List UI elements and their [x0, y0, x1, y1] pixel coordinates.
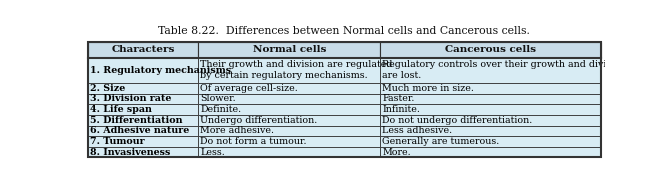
Text: 2. Size: 2. Size — [90, 84, 126, 93]
Text: Of average cell-size.: Of average cell-size. — [200, 84, 298, 93]
Text: Cancerous cells: Cancerous cells — [445, 46, 536, 55]
Text: Their growth and division are regulated
by certain regulatory mechanisms.: Their growth and division are regulated … — [200, 60, 393, 80]
Text: Table 8.22.  Differences between Normal cells and Cancerous cells.: Table 8.22. Differences between Normal c… — [159, 26, 530, 37]
Text: 7. Tumour: 7. Tumour — [90, 137, 145, 146]
Text: Generally are tumerous.: Generally are tumerous. — [382, 137, 499, 146]
Text: Do not undergo differentiation.: Do not undergo differentiation. — [382, 116, 533, 125]
Bar — [88, 42, 198, 58]
Bar — [198, 147, 380, 158]
Text: Slower.: Slower. — [200, 94, 236, 103]
Bar — [198, 136, 380, 147]
Text: Faster.: Faster. — [382, 94, 415, 103]
Bar — [88, 136, 198, 147]
Text: Infinite.: Infinite. — [382, 105, 420, 114]
Bar — [198, 58, 380, 83]
Bar — [380, 136, 601, 147]
Bar — [88, 94, 198, 104]
Text: Undergo differentiation.: Undergo differentiation. — [200, 116, 318, 125]
Text: 4. Life span: 4. Life span — [90, 105, 152, 114]
Text: Less.: Less. — [200, 148, 225, 157]
Bar — [88, 58, 198, 83]
Bar — [198, 94, 380, 104]
Bar — [88, 42, 601, 158]
Text: More adhesive.: More adhesive. — [200, 126, 274, 135]
Text: Characters: Characters — [112, 46, 175, 55]
Bar — [198, 42, 380, 58]
Text: Normal cells: Normal cells — [253, 46, 326, 55]
Bar — [380, 147, 601, 158]
Bar — [380, 115, 601, 125]
Bar — [88, 83, 198, 94]
Bar — [88, 115, 198, 125]
Bar — [380, 125, 601, 136]
Text: 1. Regulatory mechanisms: 1. Regulatory mechanisms — [90, 66, 231, 75]
Text: Less adhesive.: Less adhesive. — [382, 126, 452, 135]
Text: 5. Differentiation: 5. Differentiation — [90, 116, 183, 125]
Text: Do not form a tumour.: Do not form a tumour. — [200, 137, 307, 146]
Bar — [380, 104, 601, 115]
Bar — [380, 42, 601, 58]
Text: 3. Division rate: 3. Division rate — [90, 94, 171, 103]
Bar — [380, 94, 601, 104]
Bar — [88, 125, 198, 136]
Bar — [198, 125, 380, 136]
Text: Regulatory controls over their growth and division
are lost.: Regulatory controls over their growth an… — [382, 60, 626, 80]
Text: 6. Adhesive nature: 6. Adhesive nature — [90, 126, 190, 135]
Bar — [198, 115, 380, 125]
Bar — [380, 58, 601, 83]
Text: Definite.: Definite. — [200, 105, 241, 114]
Text: More.: More. — [382, 148, 411, 157]
Text: 8. Invasiveness: 8. Invasiveness — [90, 148, 171, 157]
Bar — [198, 83, 380, 94]
Bar — [198, 104, 380, 115]
Bar — [88, 104, 198, 115]
Bar — [380, 83, 601, 94]
Bar — [88, 147, 198, 158]
Text: Much more in size.: Much more in size. — [382, 84, 474, 93]
